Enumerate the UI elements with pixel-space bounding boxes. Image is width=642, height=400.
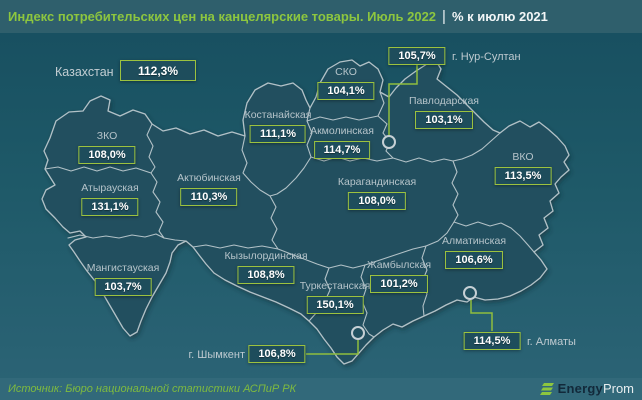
energyprom-logo-icon [539,382,554,395]
logo-text-bold: Energy [557,381,603,396]
logo-text-light: Prom [602,381,634,396]
region-label-pavlodar: Павлодарская 103,1% [409,95,479,129]
region-name: Туркестанская [299,280,371,292]
region-label-aktobe: Актюбинская 110,3% [177,172,241,206]
region-value-box: 110,3% [180,188,238,206]
region-label-kostanay: Костанайская 111,1% [244,109,312,143]
shymkent-marker [351,326,365,340]
region-value-box: 103,1% [415,111,473,129]
region-name: Карагандинская [337,176,417,188]
region-value-box: 106,6% [445,251,503,269]
region-name: Костанайская [244,109,312,121]
region-name: Атырауская [81,182,139,194]
region-value-box: 101,2% [370,275,428,293]
shymkent-callout-line [306,340,359,355]
region-name: Мангистауская [86,262,160,274]
region-name: ВКО [512,151,534,163]
page-title: Индекс потребительских цен на канцелярск… [8,9,437,24]
region-value-box: 108,0% [348,192,406,210]
region-value-box: 131,1% [81,198,139,216]
country-value-box: 112,3% [120,60,196,81]
title-separator: | [442,8,446,25]
country-label: Казахстан [55,65,114,79]
city-value-box-nur-sultan: 105,7% [388,47,446,65]
region-label-akmola: Акмолинская 114,7% [310,125,374,159]
region-label-karaganda: Карагандинская 108,0% [338,176,416,210]
region-name: ЗКО [96,130,118,142]
nur-sultan-marker [382,135,396,149]
region-name: Алматинская [441,235,507,247]
source-note: Источник: Бюро национальной статистики А… [8,383,297,395]
title-suffix: % к июлю 2021 [451,9,548,24]
city-name-shymkent: г. Шымкент [188,349,246,361]
region-name: Павлодарская [409,95,479,107]
header-bar: Индекс потребительских цен на канцелярск… [0,0,642,33]
region-name: СКО [335,66,357,78]
city-name-nur-sultan: г. Нур-Султан [452,51,521,63]
country-outline [41,59,570,365]
region-label-sko: СКО 104,1% [317,66,375,100]
region-name: Актюбинская [177,172,241,184]
city-name-almaty: г. Алматы [527,336,576,348]
region-label-atyrau: Атырауская 131,1% [81,182,139,216]
region-value-box: 104,1% [317,82,375,100]
footer-bar: Источник: Бюро национальной статистики А… [0,378,642,400]
region-name: Акмолинская [310,125,374,137]
almaty-marker [463,286,477,300]
city-value-box-almaty: 114,5% [463,332,521,350]
region-value-box: 111,1% [249,125,307,143]
city-value-box-shymkent: 106,8% [248,345,306,363]
region-label-turkestan: Туркестанская 150,1% [299,280,371,314]
region-label-zhambyl: Жамбылская 101,2% [367,259,431,293]
region-value-box: 108,8% [237,266,295,284]
energyprom-logo: EnergyProm [539,380,634,398]
region-value-box: 113,5% [494,167,552,185]
region-label-vko: ВКО 113,5% [494,151,552,185]
region-value-box: 150,1% [306,296,364,314]
region-label-almaty-region: Алматинская 106,6% [442,235,506,269]
region-value-box: 103,7% [94,278,152,296]
region-label-zko: ЗКО 108,0% [78,130,136,164]
region-name: Жамбылская [366,259,432,271]
nur-sultan-callout-line [388,63,418,135]
almaty-callout-line [470,300,493,331]
region-name: Кызылординская [224,250,308,262]
region-label-mangystau: Мангистауская 103,7% [86,262,160,296]
region-label-kyzylorda: Кызылординская 108,8% [224,250,308,284]
region-value-box: 114,7% [313,141,371,159]
region-value-box: 108,0% [78,146,136,164]
